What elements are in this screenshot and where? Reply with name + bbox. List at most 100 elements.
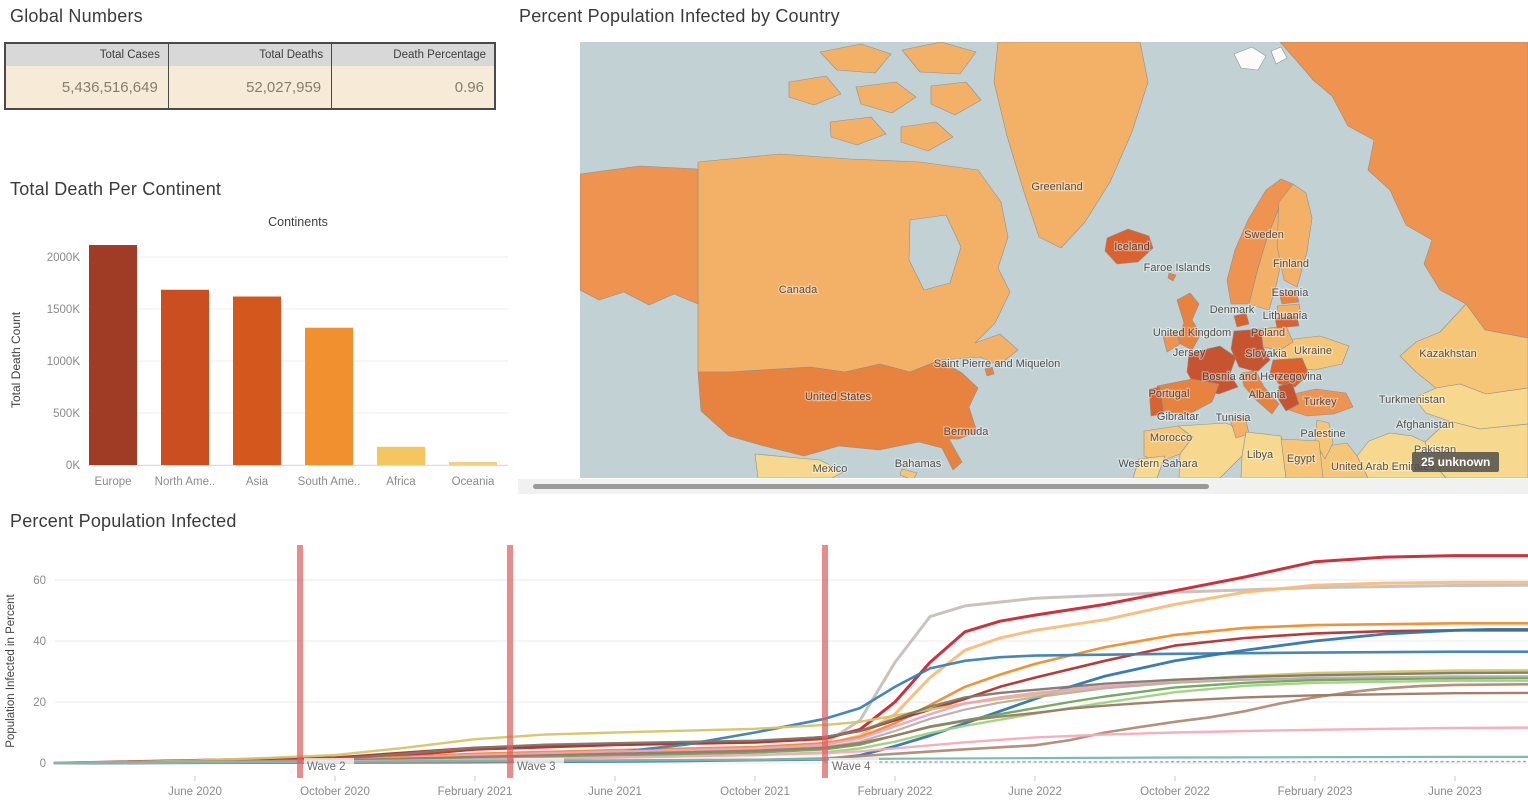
map-label-bermuda: Bermuda — [944, 426, 990, 438]
map-label-palestine: Palestine — [1300, 428, 1345, 440]
map-label-jersey: Jersey — [1173, 347, 1206, 359]
map-label-afghanistan: Afghanistan — [1396, 419, 1454, 431]
total-cases-value[interactable]: 5,436,516,649 — [5, 66, 169, 109]
country-st-pierre[interactable] — [984, 366, 995, 377]
map-label-albania: Albania — [1249, 389, 1287, 401]
line-xtick-label: June 2020 — [168, 786, 222, 798]
bar-south-ame-[interactable] — [305, 327, 353, 465]
country-western-sahara[interactable] — [1132, 455, 1166, 478]
line-yaxis-title: Population Infected in Percent — [5, 593, 17, 747]
series-brown[interactable] — [53, 691, 1528, 765]
total-deaths-value[interactable]: 52,027,959 — [167, 66, 332, 109]
bar-ytick-label: 0K — [66, 460, 80, 472]
infection-line-chart[interactable]: 0 20 40 60 Population Infected in Percent Jun… — [0, 540, 1528, 804]
country-arctic-island-6[interactable] — [829, 116, 887, 146]
country-bahamas-cuba[interactable] — [899, 468, 918, 478]
global-numbers-table: Total Cases Total Deaths Death Percentag… — [4, 42, 496, 110]
wave-line-wave-3[interactable] — [507, 545, 513, 778]
series-rose-brown[interactable] — [53, 683, 1528, 765]
bar-europe[interactable] — [89, 245, 137, 465]
world-choropleth-map[interactable]: Greenland Canada United States Mexico Bermud… — [580, 42, 1528, 478]
bar-category-label: Asia — [246, 476, 269, 488]
country-latvia[interactable] — [1276, 303, 1302, 317]
country-greece-albania[interactable] — [1276, 382, 1300, 412]
country-canada[interactable] — [697, 153, 1019, 373]
bar-asia[interactable] — [233, 296, 281, 465]
country-egypt[interactable] — [1280, 438, 1324, 478]
country-italy[interactable] — [1240, 370, 1280, 415]
line-xtick-label: June 2021 — [588, 786, 642, 798]
country-united-states[interactable] — [697, 359, 979, 471]
map-label-finland: Finland — [1273, 258, 1309, 270]
country-mexico[interactable] — [754, 453, 844, 478]
bar-xaxis-header: Continents — [268, 215, 328, 229]
country-arctic-island-2[interactable] — [901, 42, 977, 75]
map-label-bahamas: Bahamas — [895, 458, 942, 470]
country-svalbard-1[interactable] — [1233, 46, 1267, 71]
bar-category-label: Oceania — [452, 476, 495, 488]
bar-ytick-label: 1000K — [47, 356, 81, 368]
map-label-slovakia: Slovakia — [1245, 348, 1287, 360]
country-united-kingdom[interactable] — [1176, 292, 1202, 351]
wave-line-wave-4[interactable] — [822, 545, 828, 778]
series-light-pink[interactable] — [53, 726, 1528, 765]
country-iceland[interactable] — [1104, 228, 1154, 265]
country-arctic-island-1[interactable] — [819, 43, 892, 74]
bar-ytick-label: 2000K — [47, 252, 81, 264]
map-horizontal-scrollbar[interactable] — [518, 479, 1528, 494]
wave-line-wave-2[interactable] — [297, 545, 303, 778]
wave-label-bg — [514, 758, 564, 773]
country-lithuania[interactable] — [1274, 315, 1300, 329]
wave-label-bg — [829, 758, 879, 773]
country-finland[interactable] — [1276, 183, 1313, 288]
series-olive[interactable] — [53, 671, 1528, 765]
country-estonia[interactable] — [1278, 290, 1300, 305]
country-svalbard-2[interactable] — [1270, 46, 1288, 65]
country-alaska[interactable] — [580, 165, 699, 306]
country-arctic-island-7[interactable] — [900, 121, 954, 152]
col-total-cases: Total Cases — [5, 43, 169, 66]
series-orange[interactable] — [53, 622, 1528, 765]
country-faroe[interactable] — [1167, 272, 1177, 282]
map-label-faroe-islands: Faroe Islands — [1144, 262, 1211, 274]
continent-bar-chart[interactable]: Continents Total Death Count 0K 500K 1000K 15… — [0, 200, 512, 500]
country-arctic-island-3[interactable] — [788, 75, 842, 106]
country-ireland[interactable] — [1162, 330, 1181, 353]
line-ytick-label: 60 — [33, 575, 46, 587]
series-red[interactable] — [53, 554, 1528, 765]
map-label-sweden: Sweden — [1244, 229, 1284, 241]
country-portugal[interactable] — [1148, 386, 1165, 417]
map-label-united-arab-emirates: United Arab Emirates — [1331, 461, 1435, 473]
country-greenland[interactable] — [993, 42, 1149, 249]
bar-oceania[interactable] — [449, 461, 497, 465]
series-dotted-gray[interactable] — [824, 760, 1528, 763]
country-libya[interactable] — [1240, 431, 1287, 478]
death-percentage-value[interactable]: 0.96 — [331, 66, 495, 109]
wave-label: Wave 2 — [307, 761, 346, 773]
country-balkans[interactable] — [1269, 357, 1310, 388]
country-turkey[interactable] — [1283, 388, 1354, 417]
bar-category-label: South Ame.. — [298, 476, 361, 488]
country-hudson-bay[interactable] — [908, 214, 962, 291]
map-label-canada: Canada — [779, 284, 818, 296]
bar-ytick-label: 500K — [53, 408, 80, 420]
wave-label-bg — [304, 758, 354, 773]
col-total-deaths: Total Deaths — [167, 43, 332, 66]
unknown-count-badge[interactable]: 25 unknown — [1412, 452, 1500, 472]
table-value-row[interactable]: 5,436,516,649 52,027,959 0.96 — [5, 66, 495, 109]
map-scrollbar-thumb[interactable] — [533, 484, 1209, 489]
map-label-lithuania: Lithuania — [1263, 310, 1309, 322]
country-denmark[interactable] — [1233, 312, 1250, 328]
map-label-estonia: Estonia — [1272, 287, 1310, 299]
bar-category-label: Europe — [94, 476, 131, 488]
country-arctic-island-5[interactable] — [930, 81, 982, 116]
country-spain[interactable] — [1156, 378, 1220, 415]
map-title: Percent Population Infected by Country — [519, 6, 840, 26]
bar-africa[interactable] — [377, 446, 425, 465]
map-label-libya: Libya — [1247, 449, 1274, 461]
bar-north-ame-[interactable] — [161, 289, 209, 465]
country-arctic-island-4[interactable] — [855, 81, 917, 114]
map-label-poland: Poland — [1251, 327, 1285, 339]
line-xtick-label: June 2023 — [1428, 786, 1482, 798]
country-central-europe[interactable] — [1230, 328, 1271, 373]
